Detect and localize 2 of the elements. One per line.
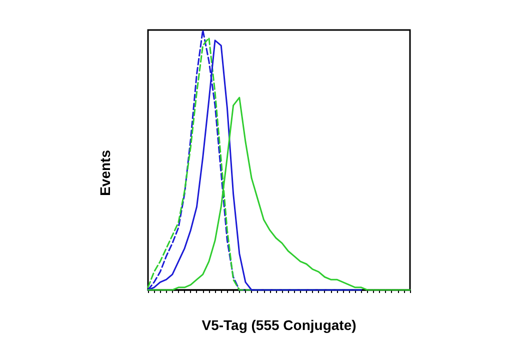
x-axis-title: V5-Tag (555 Conjugate) xyxy=(202,317,356,333)
y-axis-title: Events xyxy=(97,150,113,196)
